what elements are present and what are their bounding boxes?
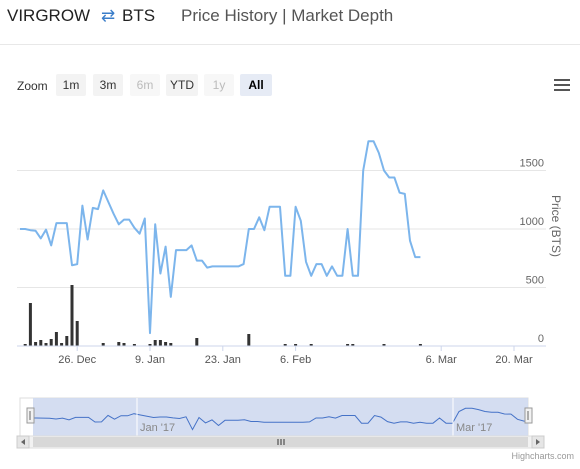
x-tick-label: 23. Jan — [205, 354, 241, 366]
pair-header: VIRGROW ⇄ BTS Price History | Market Dep… — [0, 0, 580, 44]
volume-bar — [101, 343, 105, 346]
volume-bar — [70, 285, 74, 346]
volume-bar — [351, 344, 355, 346]
zoom-label: Zoom — [17, 79, 48, 93]
zoom-1m-button[interactable]: 1m — [56, 74, 86, 96]
volume-bar — [60, 343, 64, 346]
y-axis-title: Price (BTS) — [549, 195, 563, 257]
y-tick-label: 0 — [538, 333, 544, 345]
header-divider — [0, 44, 580, 45]
volume-bar — [169, 343, 173, 346]
volume-bar — [382, 344, 386, 346]
volume-bar — [283, 344, 287, 346]
navigator-label-mar: Mar '17 — [456, 422, 492, 434]
scroll-left-arrow-icon — [21, 439, 25, 445]
volume-bar — [294, 344, 298, 346]
hamburger-menu-icon[interactable] — [554, 79, 570, 93]
x-tick-label: 9. Jan — [135, 354, 165, 366]
x-tick-label: 20. Mar — [495, 354, 533, 366]
volume-bar — [65, 336, 69, 346]
volume-bar — [49, 339, 53, 346]
volume-bar — [148, 344, 152, 346]
navigator[interactable]: Jan '17 Mar '17 — [19, 397, 533, 437]
view-tabs[interactable]: Price History | Market Depth — [181, 6, 394, 25]
volume-bar — [75, 321, 79, 346]
volume-bar — [132, 344, 136, 346]
volume-bar — [44, 343, 48, 346]
volume-bar — [346, 344, 350, 346]
zoom-1y-button[interactable]: 1y — [204, 74, 234, 96]
navigator-scrollbar[interactable] — [16, 435, 545, 449]
price-series-line — [20, 140, 421, 335]
y-tick-label: 1000 — [520, 216, 544, 228]
highcharts-credits[interactable]: Highcharts.com — [511, 451, 574, 461]
volume-bar — [117, 342, 121, 346]
volume-bar — [54, 332, 58, 346]
volume-bar — [122, 343, 126, 346]
navigator-selection — [33, 398, 528, 436]
volume-bar — [164, 342, 168, 346]
scroll-right-arrow-icon — [536, 439, 540, 445]
volume-bar — [23, 344, 27, 346]
x-tick-label: 6. Feb — [280, 354, 311, 366]
volume-bar — [309, 344, 313, 346]
volume-bar — [418, 344, 422, 346]
y-tick-label: 500 — [526, 275, 544, 287]
volume-bar — [158, 340, 162, 346]
volume-bar — [195, 338, 199, 346]
y-tick-label: 1500 — [520, 158, 544, 170]
zoom-ytd-button[interactable]: YTD — [166, 74, 198, 96]
volume-bar — [247, 334, 251, 346]
y-axis-ticks: 0 500 1000 1500 — [520, 158, 544, 346]
volume-bar — [34, 342, 38, 346]
base-asset-link[interactable]: VIRGROW — [7, 6, 91, 25]
volume-bar — [28, 303, 32, 346]
zoom-all-button[interactable]: All — [240, 74, 272, 96]
volume-bar — [153, 340, 157, 346]
zoom-3m-button[interactable]: 3m — [93, 74, 123, 96]
volume-bar — [39, 340, 43, 346]
navigator-series-line — [30, 407, 531, 431]
navigator-label-jan: Jan '17 — [140, 422, 175, 434]
quote-asset-link[interactable]: BTS — [122, 6, 156, 25]
zoom-6m-button[interactable]: 6m — [130, 74, 160, 96]
x-tick-label: 6. Mar — [426, 354, 458, 366]
volume-series — [23, 285, 422, 346]
x-tick-label: 26. Dec — [58, 354, 96, 366]
x-axis-ticks: 26. Dec 9. Jan 23. Jan 6. Feb 6. Mar 20. Mar — [58, 346, 533, 366]
swap-arrows-icon[interactable]: ⇄ — [101, 6, 116, 25]
